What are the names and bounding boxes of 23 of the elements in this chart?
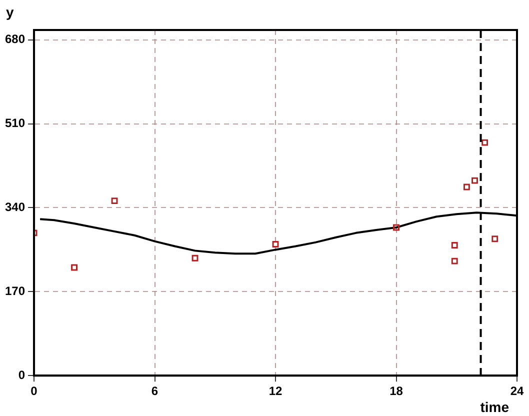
- point: [482, 139, 488, 146]
- point: [111, 198, 118, 204]
- point: [451, 242, 458, 248]
- x-tick-label: 24: [510, 384, 524, 398]
- point: [393, 224, 400, 231]
- y-axis-title: y: [6, 4, 14, 20]
- point: [463, 184, 470, 190]
- point: [472, 177, 478, 184]
- y-tick-label: 0: [18, 368, 26, 382]
- y-tick-label: 510: [4, 116, 26, 130]
- point: [272, 241, 279, 248]
- y-tick-label: 680: [4, 32, 26, 46]
- y-tick-label: 340: [4, 200, 26, 214]
- x-tick-label: 18: [390, 384, 404, 398]
- y-tick-label: 170: [4, 284, 26, 298]
- point: [492, 236, 498, 242]
- point: [451, 258, 458, 264]
- x-tick-label: 6: [151, 384, 158, 398]
- x-tick-label: 12: [268, 384, 283, 398]
- point: [192, 254, 198, 262]
- x-axis-title: time: [480, 398, 510, 415]
- point: [71, 264, 78, 271]
- x-tick-label: 0: [30, 384, 38, 398]
